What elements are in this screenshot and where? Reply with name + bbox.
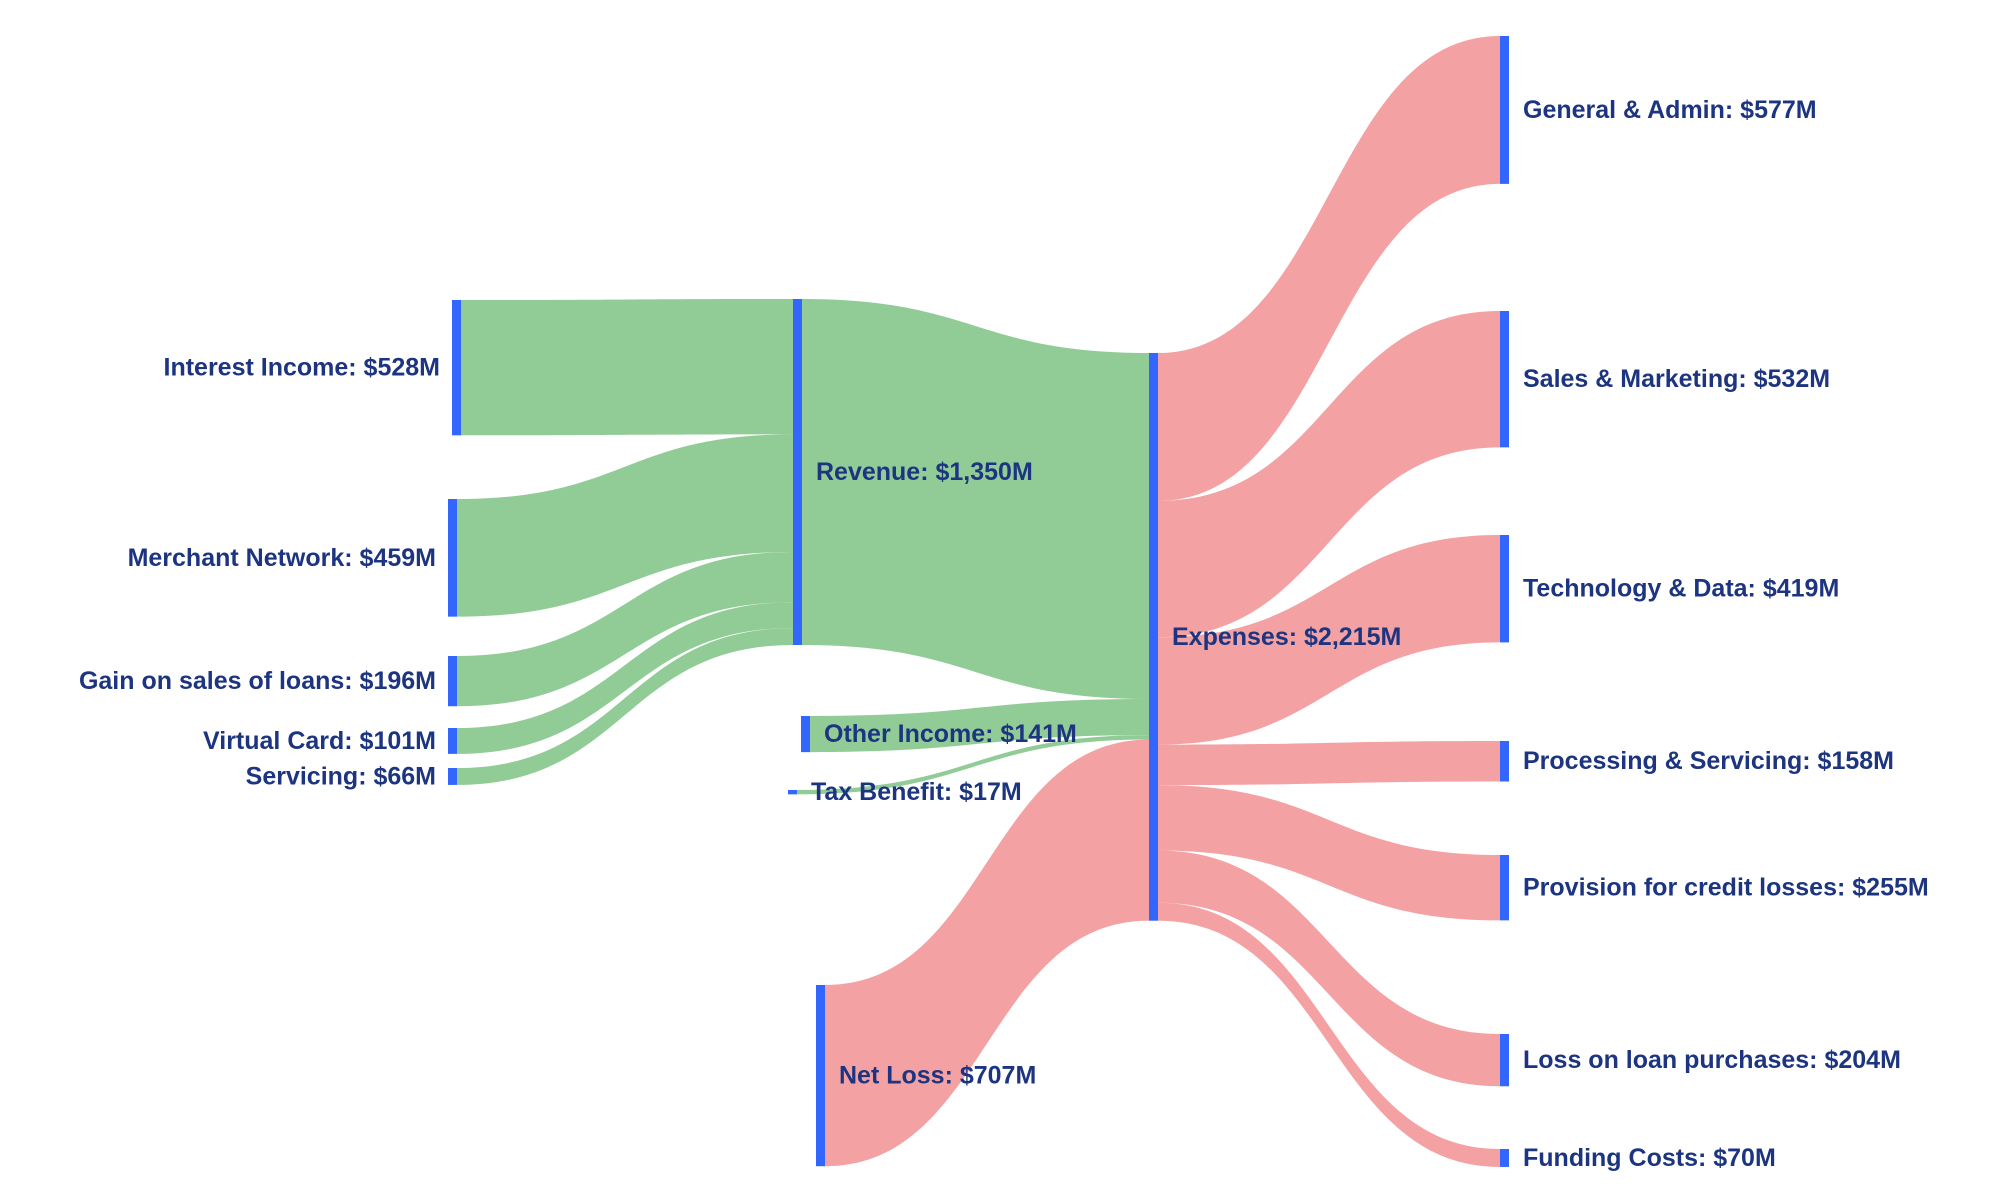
node-expenses <box>1149 353 1158 921</box>
link-expenses-to-general-admin <box>1158 36 1500 501</box>
label-sales-marketing: Sales & Marketing: $532M <box>1523 365 1830 393</box>
link-expenses-to-sales-marketing <box>1158 311 1500 638</box>
link-expenses-to-provision-credit <box>1158 785 1500 921</box>
label-funding-costs: Funding Costs: $70M <box>1523 1144 1776 1172</box>
node-interest-income <box>452 300 461 436</box>
node-virtual-card <box>448 728 457 754</box>
node-other-income <box>801 716 810 753</box>
link-tax-benefit-to-expenses <box>797 735 1149 795</box>
link-servicing-to-revenue <box>457 628 793 785</box>
link-virtual-card-to-revenue <box>457 602 793 754</box>
label-other-income: Other Income: $141M <box>824 720 1077 748</box>
label-expenses: Expenses: $2,215M <box>1172 623 1401 651</box>
link-expenses-to-technology-data <box>1158 535 1500 745</box>
node-provision-credit <box>1500 855 1509 921</box>
label-tax-benefit: Tax Benefit: $17M <box>811 778 1022 806</box>
link-expenses-to-processing-servicing <box>1158 741 1500 786</box>
node-gain-on-sales <box>448 656 457 707</box>
label-merchant-network: Merchant Network: $459M <box>128 544 436 572</box>
link-interest-income-to-revenue <box>461 299 793 436</box>
label-technology-data: Technology & Data: $419M <box>1523 575 1839 603</box>
node-merchant-network <box>448 499 457 617</box>
link-gain-on-sales-to-revenue <box>457 551 793 707</box>
node-revenue <box>793 299 802 646</box>
link-net-loss-to-expenses <box>825 739 1149 1167</box>
node-general-admin <box>1500 36 1509 184</box>
node-net-loss <box>816 985 825 1167</box>
sankey-labels: Interest Income: $528M Merchant Network: … <box>79 96 1929 1172</box>
node-processing-servicing <box>1500 741 1509 782</box>
link-merchant-network-to-revenue <box>457 434 793 617</box>
sankey-links <box>457 36 1500 1167</box>
label-provision-credit: Provision for credit losses: $255M <box>1523 874 1929 902</box>
node-sales-marketing <box>1500 311 1509 448</box>
link-expenses-to-funding-costs <box>1158 902 1500 1167</box>
node-loss-loan-purchases <box>1500 1034 1509 1087</box>
node-funding-costs <box>1500 1149 1509 1167</box>
label-servicing: Servicing: $66M <box>246 762 436 790</box>
node-technology-data <box>1500 535 1509 643</box>
label-gain-on-sales: Gain on sales of loans: $196M <box>79 667 436 695</box>
label-net-loss: Net Loss: $707M <box>839 1062 1036 1090</box>
link-other-income-to-expenses <box>810 699 1149 753</box>
label-processing-servicing: Processing & Servicing: $158M <box>1523 747 1894 775</box>
label-interest-income: Interest Income: $528M <box>164 354 441 382</box>
node-tax-benefit <box>788 790 797 795</box>
label-general-admin: General & Admin: $577M <box>1523 96 1817 124</box>
link-expenses-to-loss-loan-purchases <box>1158 850 1500 1087</box>
label-revenue: Revenue: $1,350M <box>816 458 1033 486</box>
node-servicing <box>448 768 457 785</box>
sankey-nodes <box>448 36 1509 1167</box>
label-virtual-card: Virtual Card: $101M <box>203 727 436 755</box>
link-revenue-to-expenses <box>802 299 1149 700</box>
label-loss-loan-purchases: Loss on loan purchases: $204M <box>1523 1046 1901 1074</box>
